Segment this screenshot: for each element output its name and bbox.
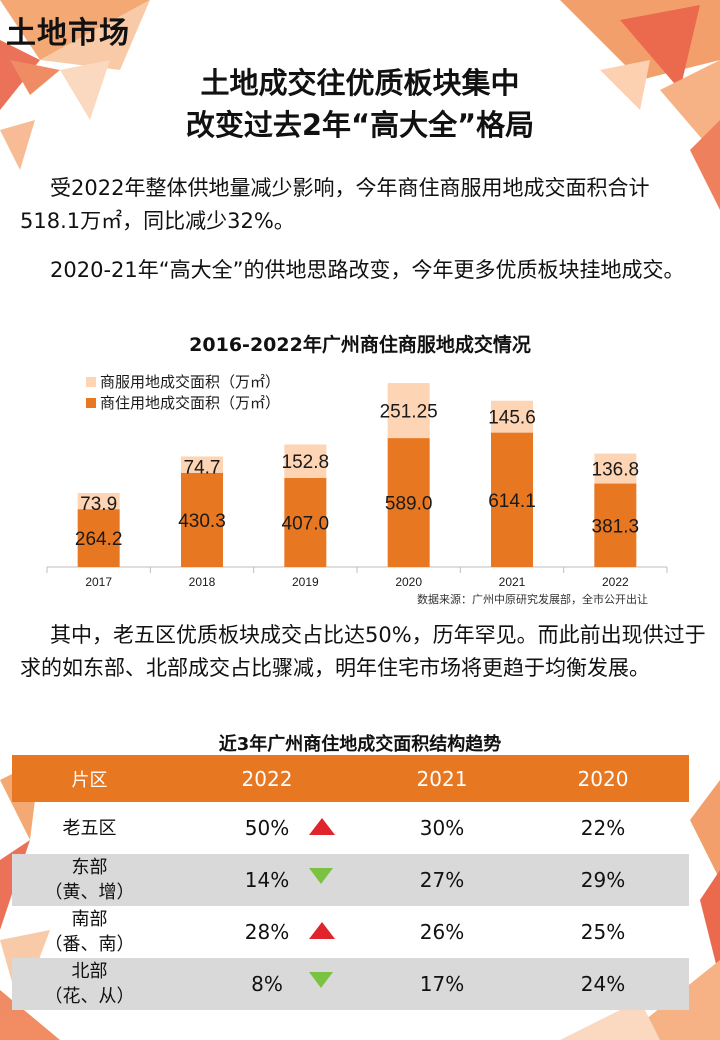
table-row: 北部 （花、从） 8% 17% 24% [12,958,689,1010]
table-row: 老五区 50% 30% 22% [12,802,689,854]
value-2020: 24% [580,972,626,996]
legend-swatch-residential [86,398,96,408]
value-2021: 17% [419,972,465,996]
headline: 土地成交往优质板块集中 改变过去2年“高大全”格局 [0,62,720,146]
data-label-residential: 589.0 [385,494,433,515]
value-2021: 27% [419,868,465,892]
header-region: 片区 [71,769,108,791]
chart-title: 2016-2022年广州商住商服地成交情况 [189,334,531,356]
table-row: 东部 （黄、增） 14% 27% 29% [12,854,689,906]
bar-residential [387,438,430,567]
structure-table: 片区 2022 2021 2020 老五区 50% 30% 22% 东部 （黄、… [12,755,689,1010]
x-tick-label: 2022 [602,575,629,589]
bar-residential [491,432,533,567]
section-tag: 土地市场 [6,16,130,51]
header-2020: 2020 [577,766,629,791]
data-label-residential: 407.0 [282,513,330,534]
table-row: 南部 （番、南） 28% 26% 25% [12,906,689,958]
trend-down-icon [309,868,333,884]
bar-residential [594,483,637,567]
bar-residential [181,472,223,567]
value-2020: 22% [580,816,626,840]
value-2020: 29% [580,868,626,892]
paragraph-strategy: 2020-21年“高大全”的供地思路改变，今年更多优质板块挂地成交。 [50,258,685,282]
region-districts: （花、从） [44,986,135,1007]
region-cell: 北部 （花、从） [12,959,167,1009]
value-2022: 28% [244,920,290,944]
value-2022: 14% [244,868,290,892]
data-label-residential: 614.1 [488,491,536,512]
region-districts: （番、南） [44,934,135,955]
data-label-commercial: 136.8 [592,460,640,481]
header-2022: 2022 [241,766,293,791]
data-label-commercial: 74.7 [184,457,221,478]
data-label-residential: 430.3 [178,511,226,532]
region-cell: 东部 （黄、增） [12,855,167,905]
table-header: 片区 2022 2021 2020 [12,755,689,802]
bar-residential [77,509,120,567]
value-2022: 8% [251,972,283,996]
trend-down-icon [309,972,333,988]
paragraph-structure: 其中，老五区优质板块成交占比达50%，历年罕见。而此前出现供过于求的如东部、北部… [20,623,706,680]
legend-label-residential: 商住用地成交面积（万㎡） [100,394,280,412]
data-label-commercial: 145.6 [488,408,536,429]
region-name: 老五区 [62,817,117,839]
legend-label-commercial: 商服用地成交面积（万㎡） [100,373,280,391]
trend-up-icon [309,922,335,939]
trend-up-icon [309,818,335,835]
value-2022-cell: 8% [167,972,367,996]
header-2021: 2021 [416,766,468,791]
region-name: 东部 [71,857,108,878]
region-name: 北部 [71,961,108,982]
value-2022-cell: 14% [167,868,367,892]
x-tick-label: 2018 [189,575,216,589]
headline-line-2: 改变过去2年“高大全”格局 [185,108,535,142]
x-tick-label: 2020 [395,575,422,589]
bar-commercial [181,456,223,473]
paragraph-supply: 受2022年整体供地量减少影响，今年商住商服用地成交面积合计518.1万㎡，同比… [20,176,650,233]
region-cell: 南部 （番、南） [12,907,167,957]
region-name: 南部 [71,909,108,930]
x-tick-label: 2019 [292,575,319,589]
bar-commercial [284,444,327,478]
value-2022: 50% [244,816,290,840]
data-label-residential: 381.3 [592,516,640,537]
table-title: 近3年广州商住地成交面积结构趋势 [218,734,502,755]
x-tick-label: 2017 [85,575,112,589]
region-districts: （黄、增） [44,882,135,903]
stacked-bar-chart: 264.2 73.9 2017 430.3 74.7 2018 407.0 152.8 2019… [46,373,668,589]
bar-commercial [77,492,120,510]
value-2022-cell: 28% [167,920,367,944]
bar-commercial [594,453,637,484]
x-tick-label: 2021 [499,575,526,589]
value-2020: 25% [580,920,626,944]
data-label-commercial: 73.9 [80,494,117,515]
bar-commercial [387,383,430,439]
legend-swatch-commercial [86,377,96,387]
region-cell: 老五区 [12,816,167,841]
bar-residential [284,477,327,567]
value-2022-cell: 50% [167,816,367,840]
data-label-commercial: 251.25 [380,402,438,423]
data-label-commercial: 152.8 [282,452,330,473]
bar-commercial [491,400,533,433]
value-2021: 26% [419,920,465,944]
headline-line-1: 土地成交往优质板块集中 [200,66,520,100]
value-2021: 30% [419,816,465,840]
chart-source: 数据来源：广州中原研究发展部，全市公开出让 [417,593,648,606]
data-label-residential: 264.2 [75,529,123,550]
